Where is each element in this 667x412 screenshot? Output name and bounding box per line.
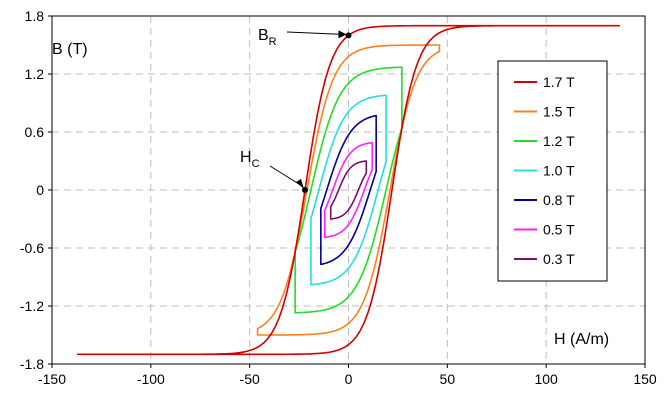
x-axis-ticks: -150 -100 -50 0 50 100 150	[38, 364, 657, 387]
legend: 1.7 T 1.5 T 1.2 T 1.0 T 0.8 T 0.5 T 0.3 T	[497, 60, 608, 282]
br-marker	[345, 32, 352, 39]
y-axis-label: B (T)	[52, 41, 88, 58]
legend-label: 1.0 T	[543, 163, 575, 179]
hc-arrow-line	[269, 165, 303, 187]
hysteresis-loop-15T	[256, 44, 441, 336]
legend-label: 0.5 T	[543, 222, 575, 238]
x-tick-label: 50	[440, 371, 456, 387]
legend-label: 1.7 T	[543, 74, 575, 90]
y-axis-ticks: 1.8 1.2 0.6 0 -0.6 -1.2 -1.8	[20, 8, 52, 372]
hysteresis-loop-12T	[294, 66, 403, 314]
x-axis-label: H (A/m)	[554, 331, 609, 348]
x-tick-label: -50	[240, 371, 260, 387]
legend-label: 1.2 T	[543, 133, 575, 149]
x-tick-label: -150	[38, 371, 66, 387]
y-tick-label: 1.8	[25, 8, 45, 24]
legend-label: 0.3 T	[543, 251, 575, 267]
x-tick-label: 0	[345, 371, 353, 387]
legend-label: 1.5 T	[543, 104, 575, 120]
hc-annotation-sub: C	[252, 158, 260, 170]
y-tick-label: 0	[36, 182, 44, 198]
hc-arrow-head	[296, 179, 305, 189]
annotations: BR HC	[240, 27, 352, 193]
y-tick-label: -1.8	[20, 356, 44, 372]
hysteresis-curves	[76, 24, 621, 356]
hysteresis-loop-05T	[323, 141, 374, 239]
y-tick-label: -0.6	[20, 240, 44, 256]
x-tick-label: -100	[137, 371, 165, 387]
legend-label: 0.8 T	[543, 192, 575, 208]
hc-annotation-label: HC	[240, 149, 260, 170]
x-tick-label: 100	[534, 371, 558, 387]
hysteresis-loop-17T	[76, 24, 621, 356]
hc-annotation-main: H	[240, 149, 252, 166]
br-annotation-main: B	[258, 27, 269, 44]
br-arrow-line	[286, 31, 343, 35]
y-tick-label: 0.6	[25, 124, 45, 140]
br-annotation-sub: R	[269, 36, 277, 48]
x-tick-label: 150	[633, 371, 657, 387]
br-arrow-head	[338, 30, 347, 39]
br-annotation-label: BR	[258, 27, 277, 48]
hysteresis-loop-08T	[320, 114, 377, 266]
hysteresis-loop-10T	[310, 94, 387, 286]
y-tick-label: 1.2	[25, 66, 45, 82]
hysteresis-loop-03T	[329, 160, 368, 220]
hc-marker	[302, 187, 309, 193]
y-tick-label: -1.2	[20, 298, 44, 314]
